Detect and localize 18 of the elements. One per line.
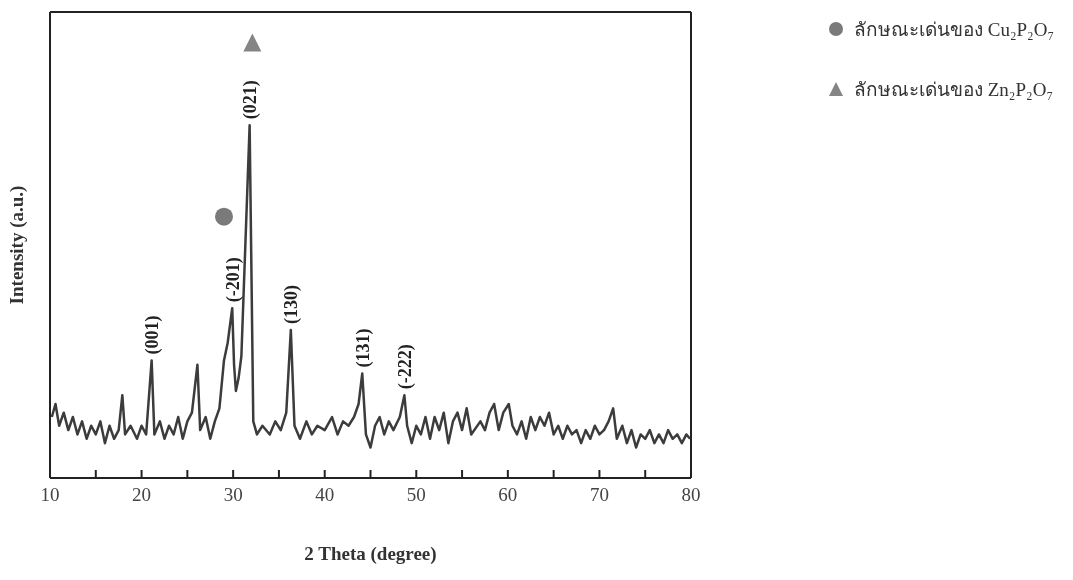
x-axis-title: 2 Theta (degree) bbox=[304, 543, 437, 565]
annotation: (130) bbox=[281, 284, 303, 324]
x-tick-label: 20 bbox=[132, 484, 152, 506]
x-tick-label: 70 bbox=[589, 484, 609, 506]
x-tick-label: 80 bbox=[681, 484, 701, 506]
annotation: (-201) bbox=[222, 257, 244, 303]
annotation: (-222) bbox=[394, 344, 416, 390]
annotation: (131) bbox=[352, 328, 374, 368]
x-tick-label: 60 bbox=[498, 484, 518, 506]
y-axis-title: Intensity (a.u.) bbox=[5, 185, 28, 305]
x-tick-label: 30 bbox=[223, 484, 243, 506]
x-tick-label: 50 bbox=[406, 484, 426, 506]
annotation: (021) bbox=[239, 80, 261, 120]
x-tick-label: 40 bbox=[315, 484, 335, 506]
x-tick-label: 10 bbox=[40, 484, 60, 506]
annotation: (001) bbox=[141, 315, 163, 355]
legend-label: ลักษณะเด่นของ Cu₂P₂O₇ bbox=[854, 18, 1055, 42]
legend-label: ลักษณะเด่นของ Zn₂P₂O₇ bbox=[854, 78, 1054, 102]
